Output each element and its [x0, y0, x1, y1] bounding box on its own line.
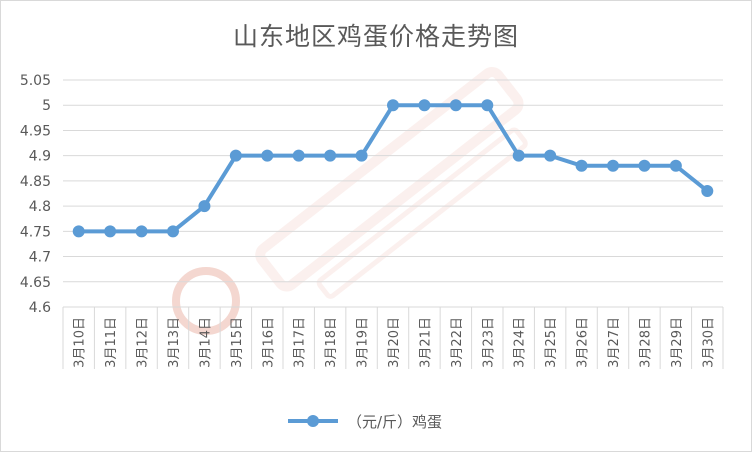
x-tick-label: 3月12日 [136, 317, 151, 368]
x-tick-label: 3月20日 [387, 317, 402, 368]
x-tick-label: 3月16日 [261, 317, 276, 368]
x-tick-label: 3月30日 [701, 317, 716, 368]
x-tick-label: 3月13日 [167, 317, 182, 368]
x-tick-label: 3月27日 [607, 317, 622, 368]
x-tick-label: 3月19日 [356, 317, 371, 368]
x-tick-label: 3月11日 [104, 317, 119, 368]
data-point [324, 149, 337, 162]
y-tick-label: 5 [42, 98, 51, 114]
series-group [72, 99, 714, 238]
y-tick-label: 4.75 [20, 224, 51, 240]
y-tick-label: 4.95 [20, 123, 51, 139]
y-tick-label: 4.6 [29, 300, 51, 316]
watermark-band [255, 66, 524, 292]
x-tick-label: 3月14日 [198, 317, 213, 368]
x-tick-label: 3月28日 [638, 317, 653, 368]
legend-marker [307, 415, 319, 427]
x-tick-label: 3月29日 [670, 317, 685, 368]
data-point [669, 159, 682, 172]
chart-title: 山东地区鸡蛋价格走势图 [232, 22, 519, 51]
data-point [261, 149, 274, 162]
data-point [229, 149, 242, 162]
x-tick-label: 3月21日 [418, 317, 433, 368]
data-point [292, 149, 305, 162]
legend-label: （元/斤）鸡蛋 [347, 413, 442, 431]
data-point [355, 149, 368, 162]
x-tick-label: 3月25日 [544, 317, 559, 368]
data-point [72, 225, 85, 238]
data-point [544, 149, 557, 162]
y-axis-ticks: 4.6 4.65 4.7 4.75 4.8 4.85 4.9 4.95 5 5.05 [20, 73, 51, 316]
y-tick-label: 4.65 [20, 275, 51, 291]
data-point [449, 99, 462, 112]
y-tick-label: 4.8 [29, 199, 51, 215]
watermark [172, 66, 528, 335]
y-tick-label: 4.9 [29, 149, 51, 165]
data-point [104, 225, 117, 238]
x-axis-ticks: 3月10日 3月11日 3月12日 3月13日 3月14日 3月15日 3月16日 3月17日… [73, 317, 717, 368]
data-point [701, 184, 714, 197]
data-point [418, 99, 431, 112]
x-tick-label: 3月24日 [513, 317, 528, 368]
data-point [512, 149, 525, 162]
data-point [135, 225, 148, 238]
watermark-ring [172, 267, 240, 335]
data-point [387, 99, 399, 112]
y-tick-label: 5.05 [20, 73, 51, 89]
data-point [198, 200, 211, 213]
watermark-shape [255, 66, 528, 299]
data-point [638, 159, 651, 172]
x-tick-label: 3月23日 [481, 317, 496, 368]
x-tick-label: 3月10日 [73, 317, 88, 368]
data-point [167, 225, 179, 238]
x-tick-label: 3月17日 [293, 317, 308, 368]
y-tick-label: 4.85 [20, 174, 51, 190]
x-tick-label: 3月15日 [230, 317, 245, 368]
x-tick-label: 3月18日 [324, 317, 339, 368]
legend: （元/斤）鸡蛋 [288, 413, 442, 431]
watermark-band [316, 127, 528, 299]
x-tick-label: 3月26日 [576, 317, 591, 368]
data-point [481, 99, 494, 112]
data-point [575, 159, 588, 172]
x-tick-label: 3月22日 [450, 317, 465, 368]
y-tick-label: 4.7 [29, 250, 51, 266]
data-point [607, 159, 619, 172]
